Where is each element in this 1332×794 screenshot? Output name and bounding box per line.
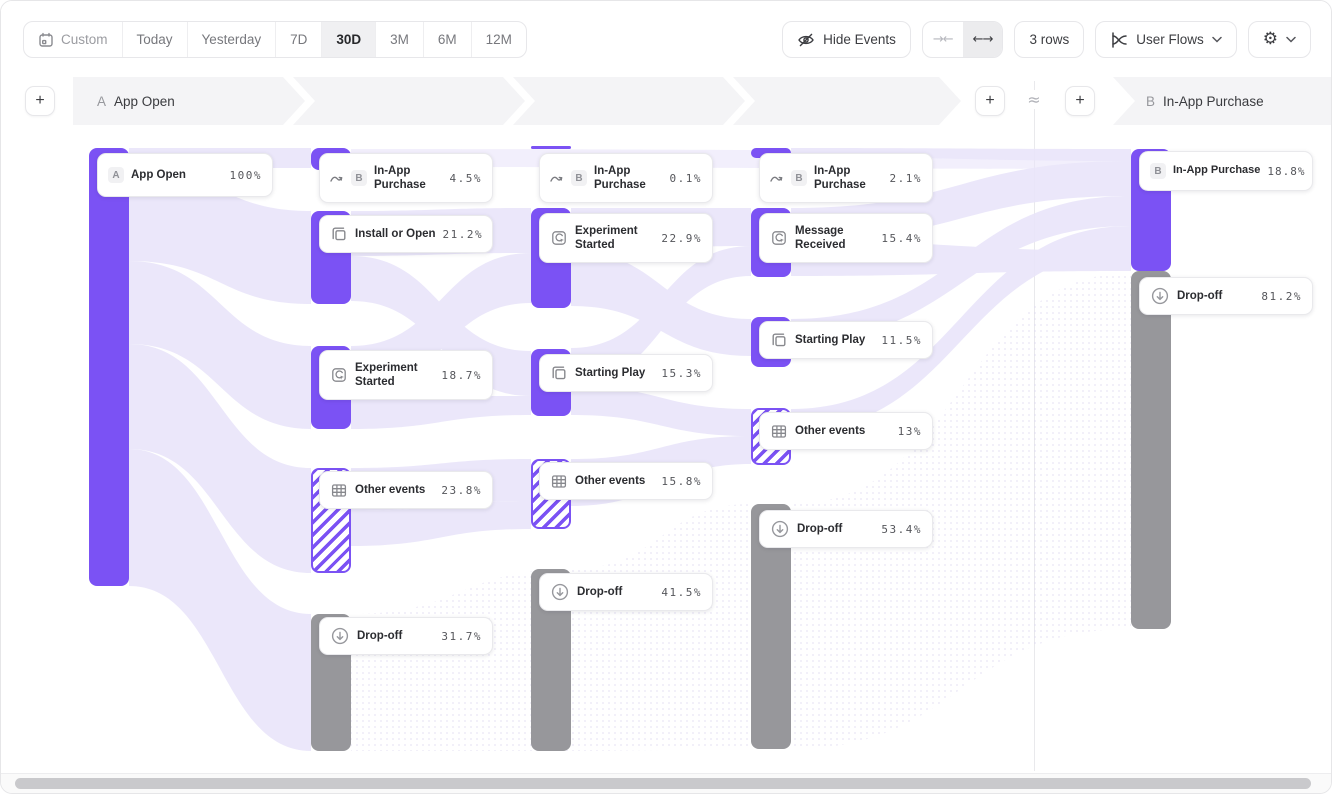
add-step-right-button[interactable]: + bbox=[1065, 86, 1095, 116]
drop-off-icon bbox=[1150, 286, 1170, 306]
flow-node-experiment-started[interactable]: Experiment Started 22.9% bbox=[539, 213, 713, 263]
experiment-icon bbox=[330, 366, 348, 384]
skip-ahead-icon bbox=[550, 172, 564, 184]
grid-icon bbox=[550, 472, 568, 490]
step-a-badge: A bbox=[97, 93, 107, 109]
event-badge-b: B bbox=[571, 170, 587, 186]
event-badge-a: A bbox=[108, 167, 124, 183]
approx-symbol: ≈ bbox=[1023, 90, 1045, 109]
flow-node-in-app-purchase[interactable]: B In-App Purchase 2.1% bbox=[759, 153, 933, 203]
flow-bar-end-drop-off[interactable] bbox=[1131, 271, 1171, 629]
user-flows-icon bbox=[1110, 31, 1128, 49]
flow-node-drop-off[interactable]: Drop-off 31.7% bbox=[319, 617, 493, 655]
horizontal-scrollbar bbox=[1, 773, 1331, 793]
flow-node-end-in-app-purchase[interactable]: B In-App Purchase 18.8% bbox=[1139, 151, 1313, 191]
date-range-selector: Custom Today Yesterday 7D 30D 3M 6M 12M bbox=[23, 21, 527, 58]
date-range-3m[interactable]: 3M bbox=[376, 22, 424, 57]
flow-node-in-app-purchase[interactable]: B In-App Purchase 4.5% bbox=[319, 153, 493, 203]
event-badge-b: B bbox=[351, 170, 367, 186]
flow-canvas: A App Open 100% B In-App Purchase 4.5% I… bbox=[1, 81, 1331, 773]
date-range-6m[interactable]: 6M bbox=[424, 22, 472, 57]
flow-node-message-received[interactable]: Message Received 15.4% bbox=[759, 213, 933, 263]
expand-columns-button[interactable]: ←→ bbox=[962, 22, 1003, 57]
chevron-down-icon bbox=[1286, 36, 1296, 43]
skip-ahead-icon bbox=[770, 172, 784, 184]
rows-label: 3 rows bbox=[1029, 32, 1070, 47]
grid-icon bbox=[770, 422, 788, 440]
flow-node-end-drop-off[interactable]: Drop-off 81.2% bbox=[1139, 277, 1313, 315]
date-range-label: Custom bbox=[61, 32, 108, 47]
scrollbar-thumb[interactable] bbox=[15, 778, 1311, 789]
flow-node-other-events[interactable]: Other events 15.8% bbox=[539, 462, 713, 500]
flow-node-other-events[interactable]: Other events 23.8% bbox=[319, 471, 493, 509]
event-badge-b: B bbox=[791, 170, 807, 186]
hide-events-label: Hide Events bbox=[823, 32, 896, 47]
hide-events-button[interactable]: Hide Events bbox=[782, 21, 911, 58]
layered-squares-icon bbox=[550, 364, 568, 382]
flow-node-experiment-started[interactable]: Experiment Started 18.7% bbox=[319, 350, 493, 400]
date-range-today[interactable]: Today bbox=[123, 22, 188, 57]
toolbar: Custom Today Yesterday 7D 30D 3M 6M 12M … bbox=[1, 1, 1331, 67]
step-a-label[interactable]: A App Open bbox=[97, 93, 175, 109]
event-badge-b: B bbox=[1150, 163, 1166, 179]
grid-icon bbox=[330, 481, 348, 499]
skip-ahead-icon bbox=[330, 172, 344, 184]
flow-node-drop-off[interactable]: Drop-off 41.5% bbox=[539, 573, 713, 611]
rows-button[interactable]: 3 rows bbox=[1014, 21, 1085, 58]
experiment-icon bbox=[550, 229, 568, 247]
flow-node-starting-play[interactable]: Starting Play 15.3% bbox=[539, 354, 713, 392]
view-selector[interactable]: User Flows bbox=[1095, 21, 1237, 58]
date-range-30d[interactable]: 30D bbox=[322, 22, 377, 57]
step-header-row: + A App Open + ≈ + B In-App Purchase bbox=[1, 77, 1331, 125]
add-step-left-button[interactable]: + bbox=[25, 86, 55, 116]
flow-node-drop-off[interactable]: Drop-off 53.4% bbox=[759, 510, 933, 548]
view-selector-label: User Flows bbox=[1136, 32, 1204, 47]
toolbar-right: Hide Events →← ←→ 3 rows User Flows bbox=[782, 21, 1311, 58]
date-range-yesterday[interactable]: Yesterday bbox=[188, 22, 277, 57]
chevron-down-icon bbox=[1212, 36, 1222, 43]
flow-node-starting-play[interactable]: Starting Play 11.5% bbox=[759, 321, 933, 359]
add-step-between-button[interactable]: + bbox=[975, 86, 1005, 116]
step-band-a bbox=[73, 77, 961, 125]
flow-node-other-events[interactable]: Other events 13% bbox=[759, 412, 933, 450]
collapse-columns-button[interactable]: →← bbox=[932, 32, 954, 47]
step-b-label[interactable]: B In-App Purchase bbox=[1146, 93, 1264, 109]
drop-off-icon bbox=[330, 626, 350, 646]
flow-node-app-open[interactable]: A App Open 100% bbox=[97, 153, 273, 197]
step-b-badge: B bbox=[1146, 93, 1156, 109]
layered-squares-icon bbox=[330, 225, 348, 243]
experiment-icon bbox=[770, 229, 788, 247]
date-range-12m[interactable]: 12M bbox=[485, 32, 512, 47]
date-range-custom[interactable]: Custom bbox=[24, 22, 123, 57]
flow-bar-col2-in-app-purchase[interactable] bbox=[531, 146, 571, 149]
calendar-icon bbox=[38, 32, 54, 48]
flow-bar-app-open[interactable] bbox=[89, 148, 129, 586]
flow-node-in-app-purchase[interactable]: B In-App Purchase 0.1% bbox=[539, 153, 713, 203]
step-band-b bbox=[1113, 77, 1331, 125]
eye-off-icon bbox=[797, 31, 815, 49]
drop-off-icon bbox=[550, 582, 570, 602]
gear-icon: ⚙ bbox=[1262, 29, 1278, 49]
drop-off-icon bbox=[770, 519, 790, 539]
settings-button[interactable]: ⚙ bbox=[1247, 21, 1311, 58]
layered-squares-icon bbox=[770, 331, 788, 349]
flow-node-install-or-open[interactable]: Install or Open 21.2% bbox=[319, 215, 493, 253]
column-width-toggle: →← ←→ bbox=[921, 21, 1004, 58]
date-range-7d[interactable]: 7D bbox=[276, 22, 323, 57]
